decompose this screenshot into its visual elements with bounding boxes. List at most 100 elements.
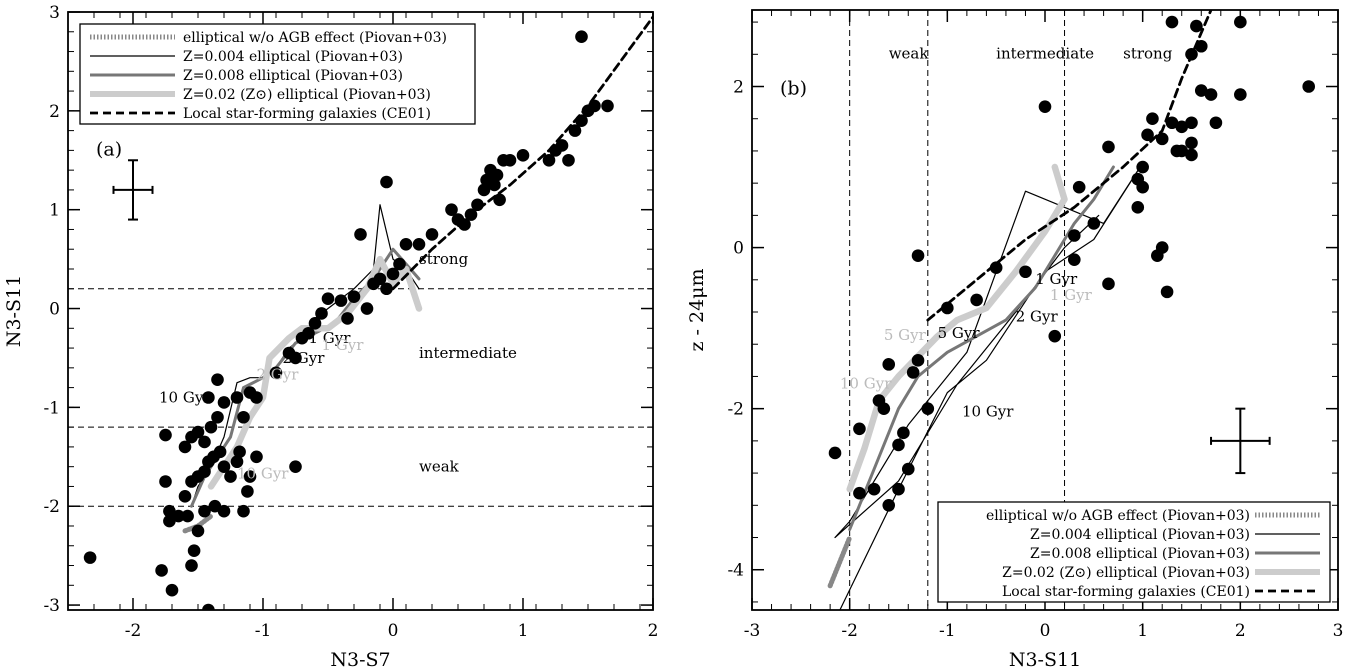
data-point: [970, 293, 983, 307]
data-point: [185, 559, 198, 572]
data-point: [1185, 136, 1198, 150]
plot-frame: [67, 11, 654, 611]
data-point: [213, 445, 227, 459]
x-tick-label: -3: [744, 621, 761, 641]
data-point: [380, 175, 393, 189]
data-point: [1204, 88, 1218, 101]
age-label: 2 Gyr: [283, 349, 326, 367]
data-point: [892, 482, 905, 496]
region-label: strong: [419, 250, 469, 268]
data-point: [165, 583, 179, 597]
data-point: [1068, 253, 1081, 266]
x-tick-label: 3: [1333, 621, 1344, 641]
data-point: [191, 425, 205, 439]
data-point: [237, 504, 250, 518]
x-tick-label: 1: [518, 621, 529, 641]
x-tick-label: 1: [1137, 621, 1148, 641]
data-point: [1136, 180, 1149, 194]
x-tick-label: 0: [1040, 621, 1051, 641]
data-point: [198, 465, 211, 478]
age-label: 10 Gyr: [237, 465, 289, 483]
age-label: 10 Gyr: [962, 403, 1014, 421]
legend-entry: elliptical w/o AGB effect (Piovan+03): [986, 508, 1250, 524]
data-point: [471, 198, 484, 212]
data-point: [445, 203, 458, 216]
data-point: [568, 124, 582, 137]
data-point: [360, 302, 374, 315]
x-axis-label: N3-S7: [330, 649, 390, 670]
data-point: [250, 391, 263, 404]
y-tick-label: 0: [49, 300, 60, 320]
x-tick-label: -2: [841, 621, 858, 641]
age-label: 1 Gyr: [1035, 270, 1078, 288]
age-label: 5 Gyr: [884, 326, 927, 344]
data-point: [867, 482, 881, 496]
data-point: [425, 228, 439, 241]
data-point: [906, 366, 920, 379]
data-point: [341, 312, 354, 325]
region-label: weak: [419, 458, 460, 476]
data-point: [237, 410, 250, 424]
data-point: [562, 153, 575, 167]
y-tick-label: -4: [727, 561, 744, 581]
data-point: [334, 294, 348, 307]
data-point: [269, 366, 283, 380]
data-point: [941, 301, 954, 315]
data-point: [989, 261, 1003, 275]
age-label: 10 Gyr: [840, 375, 892, 393]
data-point: [1234, 88, 1247, 101]
x-tick-label: 0: [388, 621, 399, 641]
data-point: [1087, 217, 1101, 230]
data-point: [516, 149, 530, 162]
data-point: [202, 603, 215, 610]
region-label: intermediate: [996, 44, 1094, 62]
data-point: [380, 282, 393, 296]
y-tick-label: 1: [49, 201, 60, 221]
series-line: [848, 165, 1115, 531]
data-point: [1185, 47, 1198, 61]
data-point: [464, 208, 478, 221]
age-label: 1 Gyr: [1050, 286, 1093, 304]
data-point: [1155, 132, 1169, 146]
data-point: [1019, 265, 1032, 279]
data-point: [1136, 160, 1149, 174]
y-tick-label: -2: [727, 400, 744, 420]
age-label: 1 Gyr: [322, 336, 365, 354]
y-tick-label: 3: [49, 3, 60, 23]
legend-entry: Z=0.004 elliptical (Piovan+03): [1030, 527, 1250, 543]
data-point: [911, 354, 925, 367]
data-point: [198, 504, 211, 518]
data-point: [892, 438, 905, 452]
data-point: [921, 402, 935, 415]
data-point: [230, 391, 244, 404]
data-point: [1175, 144, 1189, 158]
age-label: 1 Gyr: [309, 329, 352, 347]
data-point: [393, 257, 406, 271]
data-point: [373, 272, 387, 286]
data-point: [181, 509, 194, 523]
region-label: weak: [889, 44, 930, 62]
data-point: [1165, 116, 1179, 130]
legend-entry: Local star-forming galaxies (CE01): [183, 106, 431, 122]
data-point: [178, 490, 192, 503]
data-point: [575, 114, 588, 128]
legend-entry: Z=0.008 elliptical (Piovan+03): [183, 68, 403, 84]
age-label: 2 Gyr: [257, 366, 300, 384]
x-axis-label: N3-S11: [1009, 649, 1081, 670]
data-point: [289, 351, 302, 365]
data-point: [217, 396, 231, 409]
data-point: [1185, 148, 1198, 162]
y-tick-label: -2: [43, 497, 60, 517]
region-label: intermediate: [419, 344, 517, 362]
data-point: [308, 317, 322, 330]
data-point: [241, 485, 254, 498]
data-point: [233, 445, 246, 459]
data-point: [853, 486, 866, 500]
data-point: [399, 237, 413, 251]
data-point: [243, 470, 257, 483]
legend-entry: Z=0.004 elliptical (Piovan+03): [183, 49, 403, 65]
data-point: [897, 426, 910, 440]
legend-entry: Local star-forming galaxies (CE01): [1002, 584, 1250, 600]
x-tick-label: -2: [125, 621, 142, 641]
region-label: strong: [1123, 44, 1173, 62]
